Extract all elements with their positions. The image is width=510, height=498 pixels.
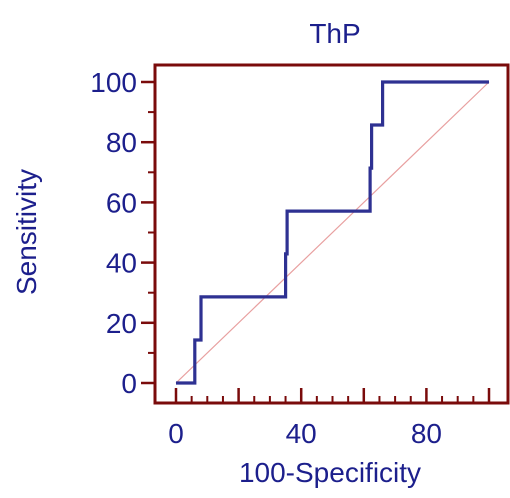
x-axis-label: 100-Specificity: [239, 457, 421, 488]
x-tick-label: 40: [286, 418, 317, 449]
reference-diagonal: [175, 81, 490, 384]
y-tick-label: 100: [90, 67, 137, 98]
y-tick-label: 0: [121, 368, 137, 399]
x-tick-label: 80: [411, 418, 442, 449]
y-tick-label: 60: [106, 187, 137, 218]
x-tick-label: 0: [168, 418, 184, 449]
y-axis-label: Sensitivity: [11, 169, 42, 295]
chart-title: ThP: [309, 18, 360, 49]
y-tick-label: 40: [106, 248, 137, 279]
y-tick-label: 80: [106, 127, 137, 158]
y-tick-label: 20: [106, 308, 137, 339]
roc-curve-line: [176, 80, 489, 385]
